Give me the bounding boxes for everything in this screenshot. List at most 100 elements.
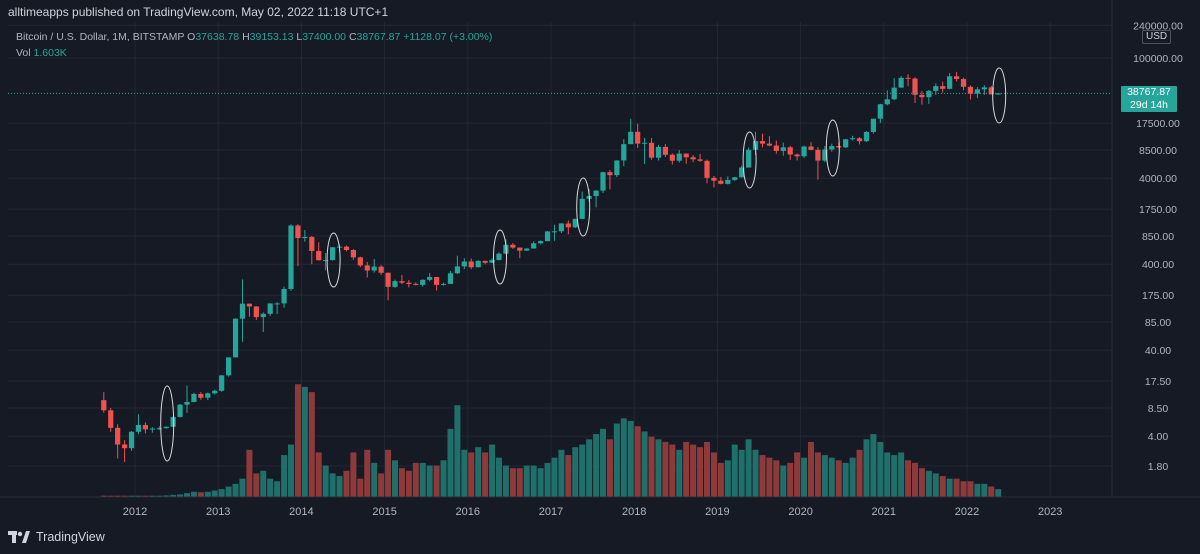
volume-bar [496, 457, 502, 497]
volume-bar [482, 452, 489, 497]
volume-bar [738, 449, 745, 497]
candle [440, 282, 447, 286]
highlight-ellipse [493, 229, 507, 285]
volume-bar [641, 431, 648, 497]
candle [815, 147, 821, 180]
candle-body [725, 179, 731, 184]
candle-body [607, 172, 613, 176]
candle [447, 270, 454, 285]
volume-bar [773, 460, 780, 497]
candle [371, 258, 377, 273]
volume-bar [572, 447, 579, 497]
volume-bar [322, 465, 329, 497]
y-tick-label: 4000.00 [1139, 173, 1177, 185]
candle-body [544, 231, 551, 242]
candle [149, 427, 155, 433]
x-tick-label: 2020 [788, 506, 812, 518]
candle-body [912, 78, 918, 95]
volume-bar [468, 452, 475, 497]
candle-body [676, 153, 682, 161]
candle-body [239, 303, 246, 319]
candle [135, 414, 142, 435]
candle [468, 258, 474, 270]
candle-body [316, 250, 322, 261]
grid-lines [8, 22, 1112, 497]
candle-body [517, 247, 523, 251]
volume-bar [794, 452, 801, 497]
candle-body [115, 427, 121, 445]
candle [898, 76, 904, 88]
candle [461, 258, 467, 270]
high-value: 39153.13 [249, 31, 294, 43]
volume-bar [371, 462, 378, 497]
candle-body [579, 198, 585, 219]
volume-bar [239, 478, 246, 497]
highlight-ellipse [160, 385, 175, 462]
candle-body [905, 77, 911, 79]
volume-bar [447, 428, 454, 497]
volume-bar [676, 449, 683, 497]
volume-bar [475, 447, 482, 497]
volume-bar [939, 476, 946, 497]
volume-bar [135, 495, 142, 497]
candle [856, 136, 863, 145]
candle [295, 224, 301, 267]
volume-bar [960, 481, 967, 497]
y-tick-label: 8.50 [1148, 403, 1169, 415]
y-tick-label: 17500.00 [1136, 118, 1180, 130]
candle-body [551, 231, 558, 233]
volume-bar [225, 486, 232, 497]
volume-bar [710, 452, 717, 497]
candle-body [128, 431, 135, 449]
volume-bar [808, 441, 814, 497]
candle-body [870, 118, 876, 132]
volume-bar [364, 449, 371, 497]
volume-bar [530, 465, 537, 497]
volume-bar [454, 405, 461, 497]
volume-bar [593, 434, 600, 497]
symbol-name: Bitcoin / U.S. Dollar, 1M, BITSTAMP [16, 31, 185, 43]
volume-bar [586, 439, 593, 497]
candle [954, 71, 960, 82]
candle-body [531, 243, 537, 249]
highlight-ellipse [825, 119, 840, 177]
candle-body [815, 149, 821, 161]
y-tick-label: 1.80 [1148, 461, 1169, 473]
candle [565, 220, 571, 235]
volume-bar [988, 486, 995, 497]
candle [219, 375, 225, 392]
candle [628, 118, 634, 145]
candle-body [524, 248, 530, 251]
candle-body [198, 393, 204, 398]
volume-bar [891, 455, 898, 497]
volume-bar [405, 470, 412, 497]
candle-body [600, 172, 606, 191]
candle-body [496, 253, 502, 260]
candle-body [593, 190, 599, 197]
tradingview-brand[interactable]: TradingView [8, 530, 105, 544]
candle [489, 258, 495, 264]
candle-body [302, 236, 308, 239]
volume-bar [801, 457, 808, 497]
volume-bar [343, 470, 350, 497]
candle-body [454, 266, 460, 274]
symbol-legend: Bitcoin / U.S. Dollar, 1M, BITSTAMP O376… [16, 31, 492, 43]
volume-bar [149, 495, 156, 497]
x-tick-label: 2021 [872, 506, 896, 518]
candle [316, 242, 322, 261]
y-tick-label: 17.50 [1145, 376, 1171, 388]
candle [614, 160, 620, 178]
volume-bar [253, 473, 260, 497]
volume-bar [163, 495, 170, 497]
candle-body [829, 146, 835, 150]
volume-bar [232, 483, 239, 497]
volume-bar [294, 384, 301, 497]
candle-body [614, 160, 620, 176]
currency-label[interactable]: USD [1142, 30, 1172, 44]
candle [711, 176, 717, 188]
candle-body [191, 393, 197, 402]
volume-bar [918, 468, 925, 497]
candle [482, 260, 488, 265]
candle-body [988, 87, 994, 95]
